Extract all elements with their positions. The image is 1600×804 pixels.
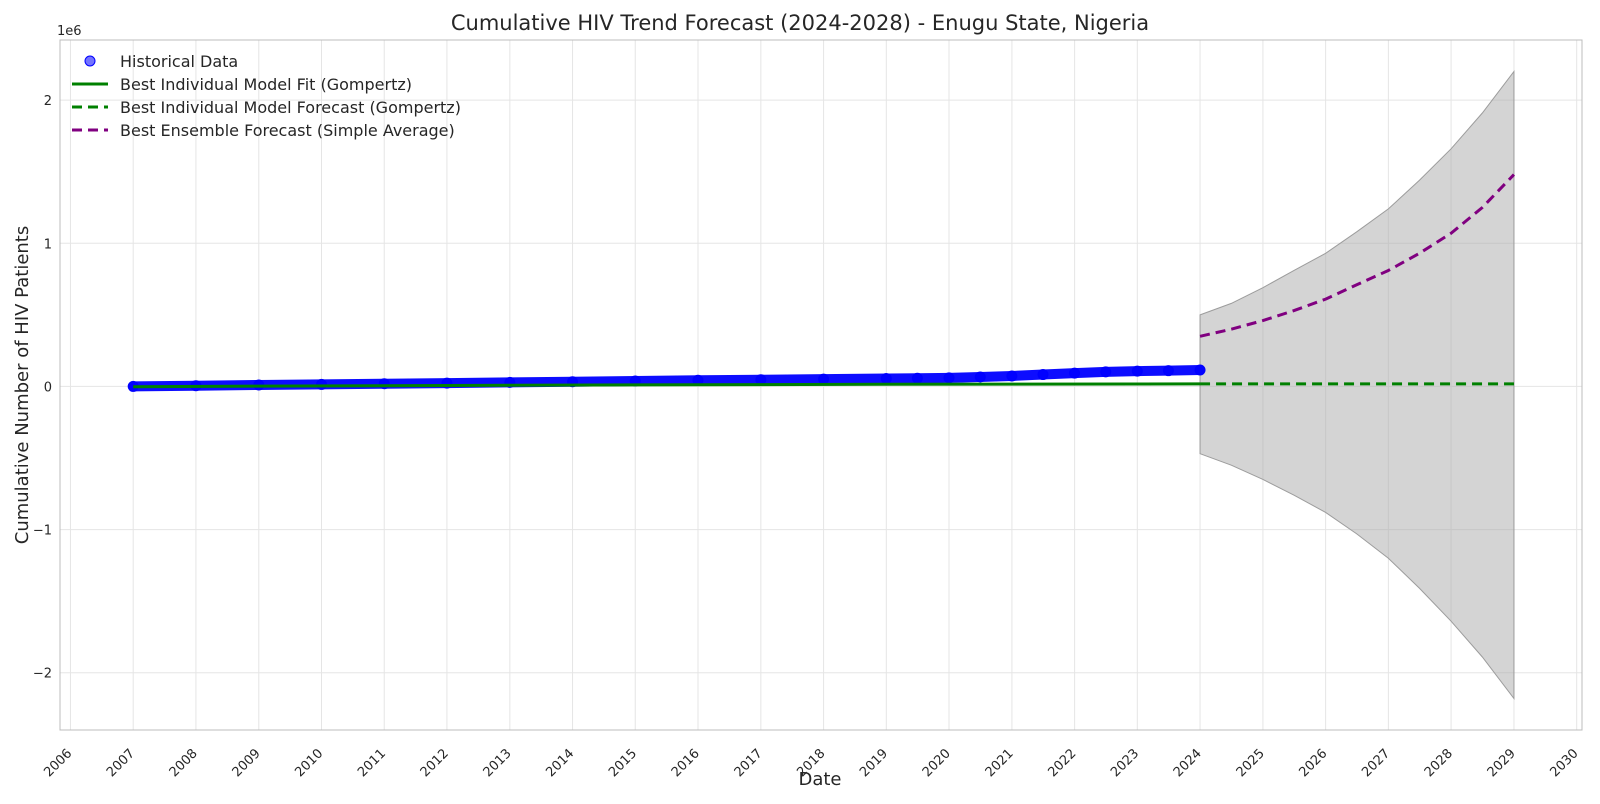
x-tick-label: 2010 [292,746,326,780]
x-tick-label: 2011 [355,746,389,780]
historical-data-point [818,373,830,385]
legend-label: Best Individual Model Forecast (Gompertz… [120,98,461,117]
historical-data-point [1037,369,1049,381]
x-tick-label: 2009 [230,746,264,780]
y-axis-offset-label: 1e6 [57,24,82,39]
x-tick-label: 2017 [732,746,766,780]
x-tick-label: 2023 [1108,746,1142,780]
x-tick-label: 2025 [1234,746,1268,780]
x-tick-label: 2026 [1296,746,1330,780]
x-tick-label: 2028 [1422,746,1456,780]
x-tick-label: 2014 [543,746,577,780]
x-tick-label: 2015 [606,746,640,780]
forecast-band-layer [1199,70,1515,700]
y-axis-label: Cumulative Number of HIV Patients [12,226,33,545]
x-tick-label: 2030 [1547,746,1581,780]
y-tick-label: 1 [44,237,52,252]
legend-label: Historical Data [120,52,238,71]
historical-data-point [880,373,892,385]
x-tick-label: 2029 [1485,746,1519,780]
historical-data-point [1131,365,1143,377]
x-tick-label: 2016 [669,746,703,780]
y-tick-label: 2 [44,94,52,109]
historical-data-point [911,372,923,384]
x-tick-label: 2019 [857,746,891,780]
x-tick-label: 2012 [418,746,452,780]
x-tick-label: 2022 [1045,746,1079,780]
historical-data-point [1006,370,1018,382]
historical-data-point [1069,367,1081,379]
x-tick-label: 2020 [920,746,954,780]
series-line [133,382,1201,389]
series-layer [127,173,1516,392]
x-tick-label: 2027 [1359,746,1393,780]
legend-marker [84,55,96,67]
y-tick-label: −2 [33,667,52,682]
x-tick-label: 2024 [1171,746,1205,780]
legend: Historical Data Best Individual Model Fit… [72,52,461,140]
x-tick-label: 2021 [983,746,1017,780]
chart-title: Cumulative HIV Trend Forecast (2024-2028… [451,11,1149,35]
historical-data-point [1162,365,1174,377]
y-tick-label: −1 [33,524,52,539]
forecast-confidence-band [1199,70,1515,700]
historical-data-point [1100,366,1112,378]
x-tick-label: 2008 [167,746,201,780]
x-tick-label: 2007 [104,746,138,780]
x-tick-label: 2013 [481,746,515,780]
plot-frame [59,39,1583,731]
series-line [1199,173,1516,338]
x-tick-label: 2006 [41,746,75,780]
legend-label: Best Individual Model Fit (Gompertz) [120,75,412,94]
y-tick-label: 0 [44,380,52,395]
historical-data-point [974,371,986,383]
legend-label: Best Ensemble Forecast (Simple Average) [120,121,455,140]
x-axis-label: Date [798,769,841,790]
historical-data-point [1194,364,1206,376]
historical-data-point [943,372,955,384]
